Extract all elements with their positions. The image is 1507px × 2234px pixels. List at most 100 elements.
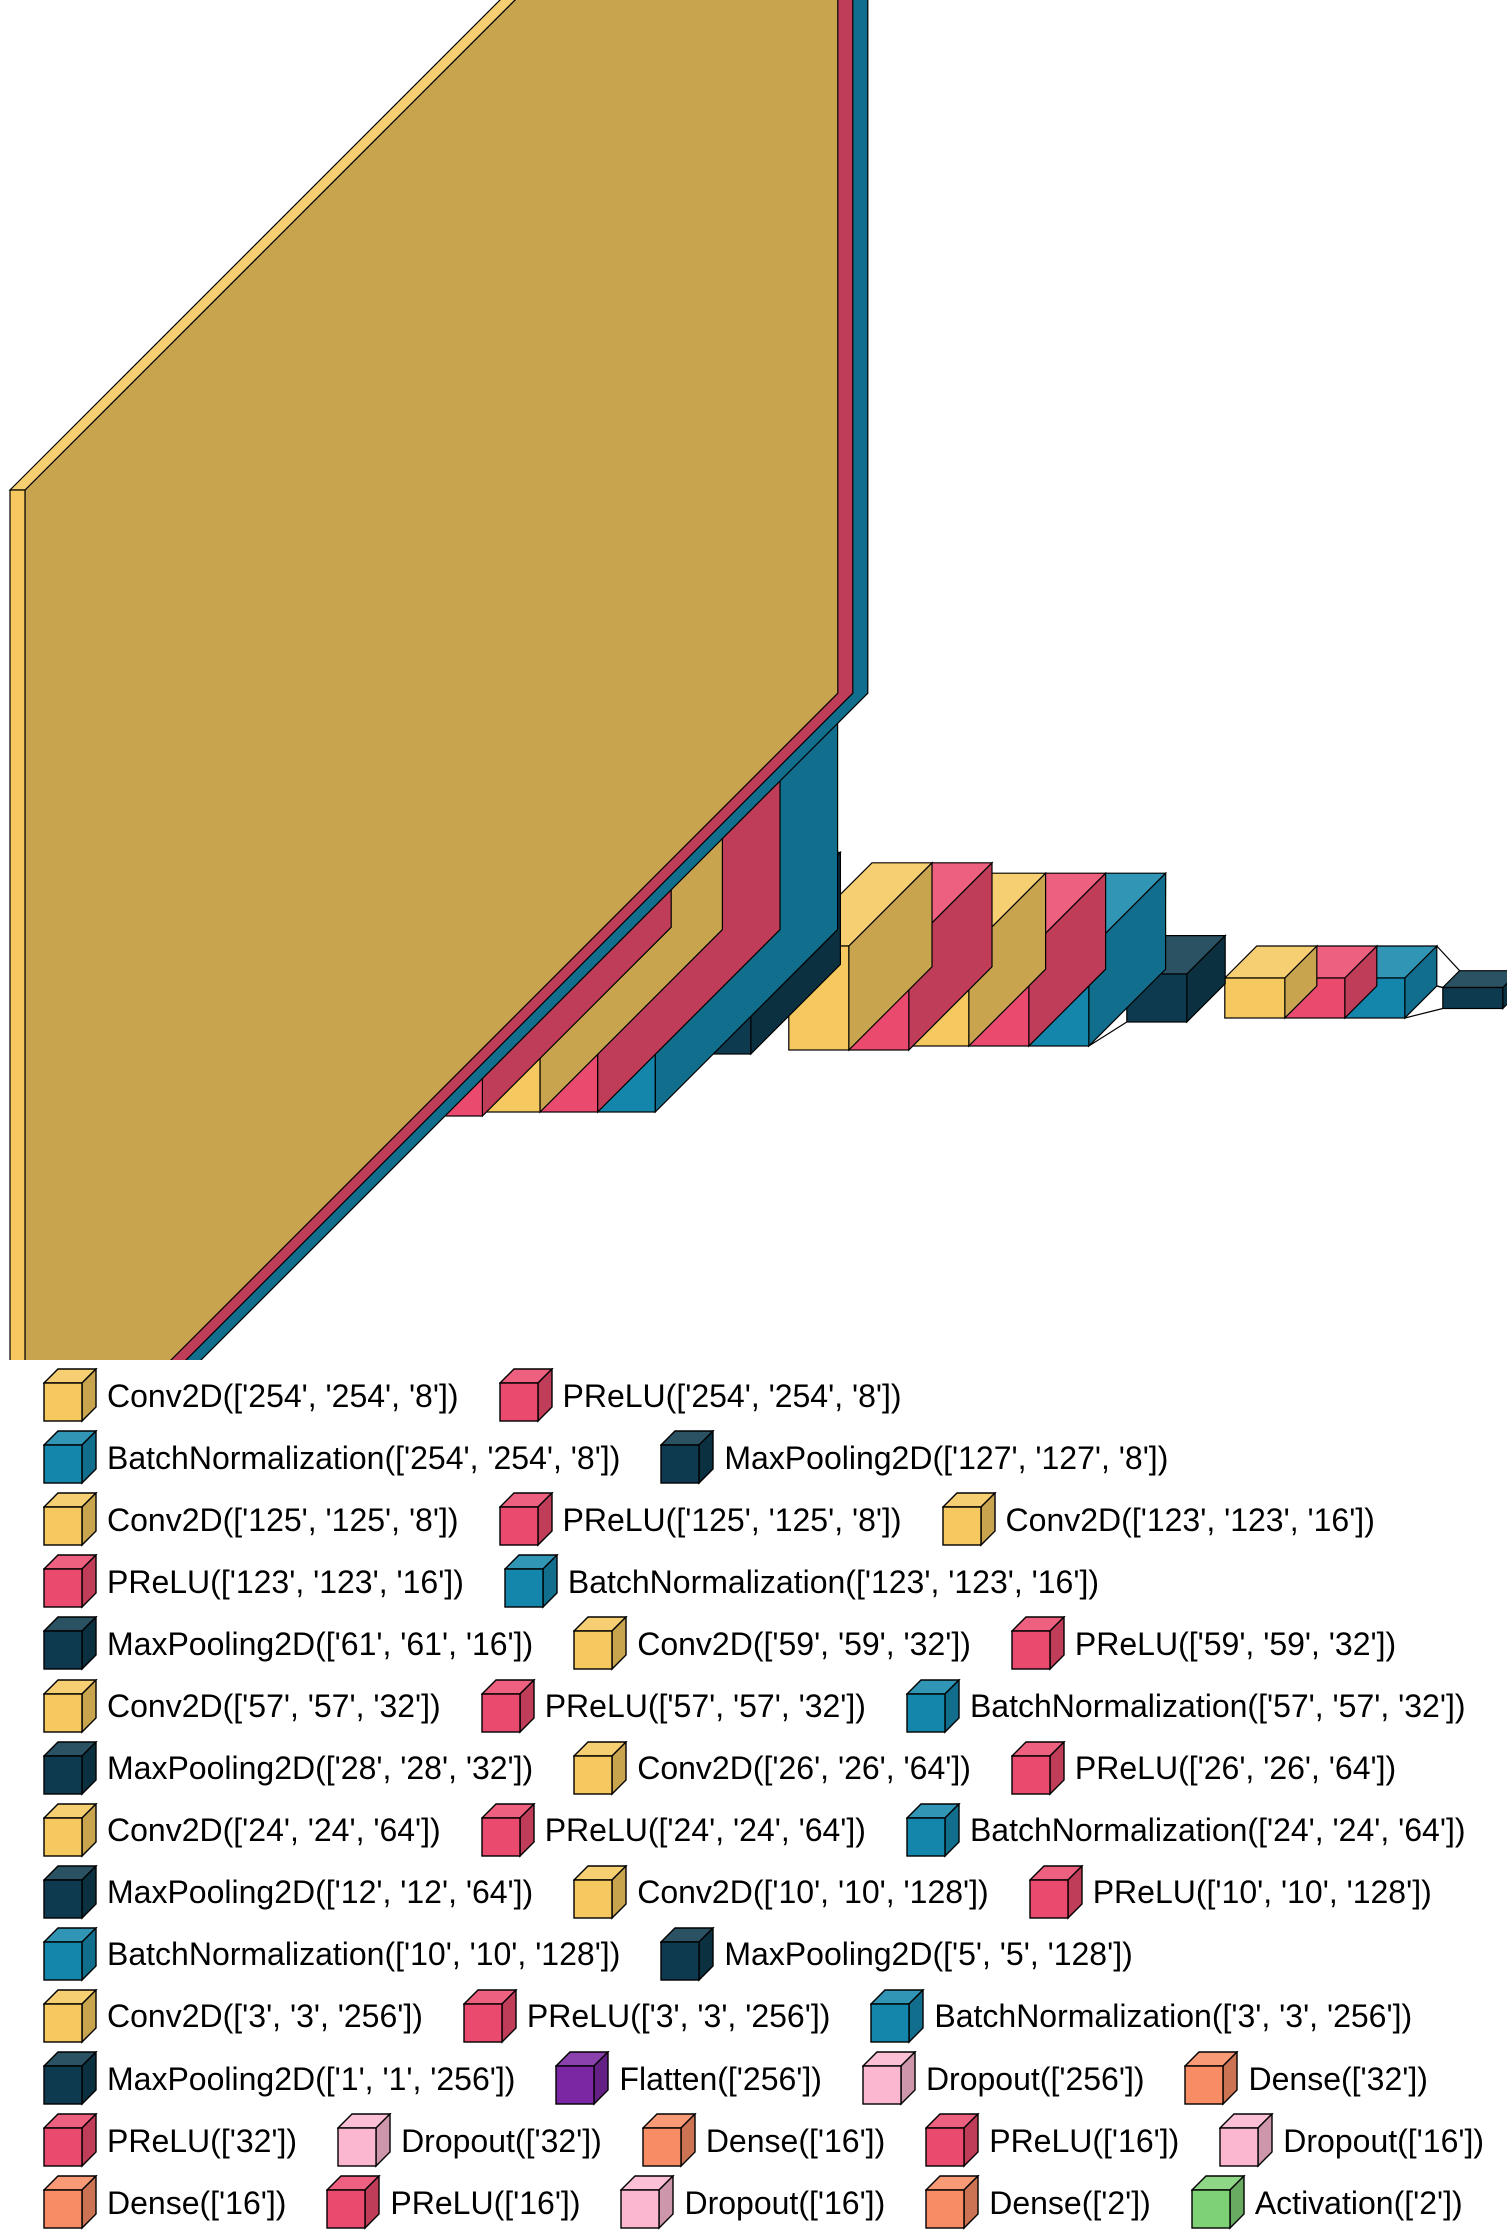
legend-label: PReLU(['59', '59', '32']): [1075, 1626, 1396, 1663]
pre-lu-cube-icon: [326, 2175, 382, 2231]
legend-item: MaxPooling2D(['127', '127', '8']): [660, 1430, 1168, 1486]
legend-label: PReLU(['10', '10', '128']): [1093, 1874, 1432, 1911]
pre-lu-cube-icon: [481, 1679, 537, 1735]
legend-row: MaxPooling2D(['28', '28', '32']) Conv2D([…: [43, 1738, 1503, 1800]
legend-item: PReLU(['59', '59', '32']): [1011, 1616, 1396, 1672]
pre-lu-cube-icon: [481, 1803, 537, 1859]
legend-label: Conv2D(['26', '26', '64']): [637, 1750, 971, 1787]
network-architecture-diagram: [0, 0, 1507, 1360]
legend-label: BatchNormalization(['24', '24', '64']): [970, 1812, 1466, 1849]
legend-label: BatchNormalization(['123', '123', '16']): [568, 1564, 1099, 1601]
legend-label: Dense(['32']): [1248, 2061, 1427, 2098]
conv2-d-cube-icon: [43, 1803, 99, 1859]
legend-item: BatchNormalization(['254', '254', '8']): [43, 1430, 620, 1486]
max-pooling2-d-cube-icon: [43, 1865, 99, 1921]
legend-label: PReLU(['24', '24', '64']): [545, 1812, 866, 1849]
dropout-cube-icon: [337, 2113, 393, 2169]
pre-lu-cube-icon: [43, 1554, 99, 1610]
legend-label: MaxPooling2D(['1', '1', '256']): [107, 2061, 515, 2098]
legend-item: Conv2D(['125', '125', '8']): [43, 1492, 459, 1548]
batch-normalization-cube-icon: [43, 1927, 99, 1983]
conv2-d-cube-icon: [43, 1989, 99, 2045]
legend-item: Conv2D(['26', '26', '64']): [573, 1741, 971, 1797]
conv2-d-cube-icon: [942, 1492, 998, 1548]
legend-label: MaxPooling2D(['5', '5', '128']): [724, 1936, 1132, 1973]
legend-label: Conv2D(['59', '59', '32']): [637, 1626, 971, 1663]
legend-item: MaxPooling2D(['12', '12', '64']): [43, 1865, 533, 1921]
batch-normalization-cube-icon: [906, 1803, 962, 1859]
layer-block-max-pooling2-d: [1443, 971, 1507, 1009]
dropout-cube-icon: [1219, 2113, 1275, 2169]
legend-item: MaxPooling2D(['61', '61', '16']): [43, 1616, 533, 1672]
legend-row: BatchNormalization(['254', '254', '8']) M…: [43, 1427, 1503, 1489]
legend-row: MaxPooling2D(['61', '61', '16']) Conv2D([…: [43, 1613, 1503, 1675]
legend-item: Dense(['16']): [43, 2175, 286, 2231]
legend-label: MaxPooling2D(['28', '28', '32']): [107, 1750, 533, 1787]
legend-item: Dropout(['16']): [620, 2175, 885, 2231]
legend-item: Activation(['2']): [1191, 2175, 1463, 2231]
legend-item: PReLU(['16']): [326, 2175, 580, 2231]
legend-label: BatchNormalization(['10', '10', '128']): [107, 1936, 620, 1973]
legend-label: BatchNormalization(['57', '57', '32']): [970, 1688, 1466, 1725]
legend-label: PReLU(['3', '3', '256']): [527, 1998, 830, 2035]
legend-row: Conv2D(['3', '3', '256']) PReLU(['3', '3'…: [43, 1986, 1503, 2048]
legend-item: MaxPooling2D(['28', '28', '32']): [43, 1741, 533, 1797]
connector-line: [1437, 946, 1460, 971]
legend-row: Conv2D(['57', '57', '32']) PReLU(['57', '…: [43, 1675, 1503, 1737]
legend-item: Conv2D(['123', '123', '16']): [942, 1492, 1375, 1548]
legend-label: Conv2D(['57', '57', '32']): [107, 1688, 441, 1725]
legend-item: Dense(['2']): [925, 2175, 1151, 2231]
legend-item: Conv2D(['24', '24', '64']): [43, 1803, 441, 1859]
pre-lu-cube-icon: [1011, 1616, 1067, 1672]
flatten-cube-icon: [555, 2051, 611, 2107]
legend-item: Conv2D(['59', '59', '32']): [573, 1616, 971, 1672]
pre-lu-cube-icon: [499, 1368, 555, 1424]
max-pooling2-d-cube-icon: [660, 1430, 716, 1486]
legend-item: BatchNormalization(['123', '123', '16']): [504, 1554, 1099, 1610]
legend-row: BatchNormalization(['10', '10', '128']) M…: [43, 1924, 1503, 1986]
legend-row: MaxPooling2D(['12', '12', '64'])Conv2D([…: [43, 1862, 1503, 1924]
max-pooling2-d-cube-icon: [660, 1927, 716, 1983]
batch-normalization-cube-icon: [504, 1554, 560, 1610]
legend-label: BatchNormalization(['3', '3', '256']): [934, 1998, 1412, 2035]
legend-item: Dropout(['32']): [337, 2113, 602, 2169]
legend-label: Dropout(['16']): [684, 2185, 885, 2222]
legend-item: Flatten(['256']): [555, 2051, 822, 2107]
legend-item: PReLU(['3', '3', '256']): [463, 1989, 830, 2045]
legend-label: Conv2D(['125', '125', '8']): [107, 1502, 459, 1539]
legend-label: PReLU(['57', '57', '32']): [545, 1688, 866, 1725]
legend-label: PReLU(['26', '26', '64']): [1075, 1750, 1396, 1787]
pre-lu-cube-icon: [1011, 1741, 1067, 1797]
legend-label: Conv2D(['3', '3', '256']): [107, 1998, 423, 2035]
dropout-cube-icon: [862, 2051, 918, 2107]
legend-label: Activation(['2']): [1255, 2185, 1463, 2222]
layer-blocks: [10, 0, 1507, 1360]
legend-label: MaxPooling2D(['61', '61', '16']): [107, 1626, 533, 1663]
pre-lu-cube-icon: [1029, 1865, 1085, 1921]
legend-label: MaxPooling2D(['127', '127', '8']): [724, 1440, 1168, 1477]
legend-label: PReLU(['125', '125', '8']): [563, 1502, 902, 1539]
legend-item: PReLU(['254', '254', '8']): [499, 1368, 902, 1424]
legend-label: Dropout(['16']): [1283, 2123, 1484, 2160]
legend-item: MaxPooling2D(['1', '1', '256']): [43, 2051, 515, 2107]
legend-row: Conv2D(['254', '254', '8']) PReLU(['254',…: [43, 1365, 1503, 1427]
legend-label: Dropout(['32']): [401, 2123, 602, 2160]
legend-row: Conv2D(['24', '24', '64']) PReLU(['24', '…: [43, 1800, 1503, 1862]
legend-row: PReLU(['32'])Dropout(['32'])Dense(['16']…: [43, 2110, 1503, 2172]
batch-normalization-cube-icon: [43, 1430, 99, 1486]
legend-label: Conv2D(['24', '24', '64']): [107, 1812, 441, 1849]
legend-row: PReLU(['123', '123', '16'])BatchNormaliz…: [43, 1551, 1503, 1613]
legend-label: Conv2D(['254', '254', '8']): [107, 1378, 459, 1415]
legend-item: PReLU(['125', '125', '8']): [499, 1492, 902, 1548]
conv2-d-cube-icon: [573, 1616, 629, 1672]
pre-lu-cube-icon: [463, 1989, 519, 2045]
legend-label: Dropout(['256']): [926, 2061, 1145, 2098]
pre-lu-cube-icon: [499, 1492, 555, 1548]
legend-item: Dropout(['256']): [862, 2051, 1145, 2107]
conv2-d-cube-icon: [43, 1368, 99, 1424]
legend-item: PReLU(['10', '10', '128']): [1029, 1865, 1432, 1921]
legend-item: BatchNormalization(['24', '24', '64']): [906, 1803, 1466, 1859]
legend-item: Dropout(['16']): [1219, 2113, 1484, 2169]
dropout-cube-icon: [620, 2175, 676, 2231]
conv2-d-cube-icon: [573, 1865, 629, 1921]
